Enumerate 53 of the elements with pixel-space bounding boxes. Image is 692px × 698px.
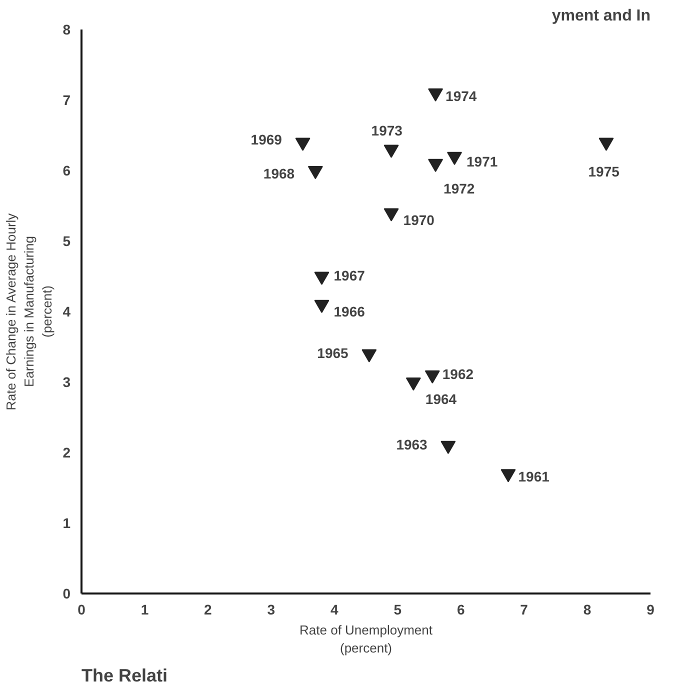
x-tick-label: 2 <box>204 602 212 618</box>
y-tick-label: 1 <box>62 515 71 531</box>
point <box>500 469 516 482</box>
y-tick-label: 7 <box>62 92 71 108</box>
chart-title: yment and In <box>552 8 651 24</box>
point <box>384 144 399 158</box>
annotation: 1969 <box>250 131 282 148</box>
point <box>428 158 444 172</box>
x-axis-title: Rate of Unemployment (percent) <box>300 622 433 656</box>
point <box>314 300 330 314</box>
point <box>447 152 462 165</box>
annotation: 1966 <box>334 303 366 320</box>
x-tick-label: 7 <box>520 602 528 618</box>
point <box>362 349 377 362</box>
point <box>598 138 614 151</box>
point <box>428 88 444 102</box>
x-tick-label: 3 <box>267 602 276 618</box>
point <box>295 138 310 151</box>
x-tick-label: 9 <box>646 602 655 618</box>
x-tick-label: 5 <box>394 602 402 618</box>
annotation: 1963 <box>396 436 428 452</box>
point <box>384 208 399 222</box>
y-tick-label: 4 <box>62 304 71 320</box>
y-tick-label: 5 <box>62 233 71 249</box>
annotation: 1962 <box>442 366 474 382</box>
annotation: 1970 <box>403 212 435 228</box>
x-tick-label: 0 <box>78 602 86 618</box>
annotation: 1975 <box>588 163 620 180</box>
x-tick-label: 6 <box>456 602 465 618</box>
y-tick-label: 2 <box>62 444 71 460</box>
annotation: 1972 <box>444 180 475 196</box>
point <box>406 377 421 391</box>
y-tick-label: 0 <box>62 586 71 602</box>
annotation: 1967 <box>334 267 366 284</box>
y-axis-title: Rate of Change in Average Hourly Earnings in Manufacturing (percent) <box>4 212 55 410</box>
annotation: 1965 <box>317 344 349 361</box>
y-tick-label: 6 <box>62 162 71 178</box>
point <box>440 440 456 454</box>
point <box>424 370 440 384</box>
x-tick-label: 8 <box>583 602 592 618</box>
x-tick-label: 1 <box>140 602 149 618</box>
annotation: 1973 <box>371 122 403 138</box>
annotation: 1974 <box>446 88 477 104</box>
annotation: 1968 <box>263 166 295 182</box>
annotation: 1961 <box>518 468 550 485</box>
text: The Relati <box>82 666 168 686</box>
y-tick-label: 8 <box>62 22 71 38</box>
point <box>308 166 323 180</box>
x-tick-label: 4 <box>330 602 338 618</box>
annotation: 1971 <box>466 153 498 170</box>
y-tick-label: 3 <box>62 374 71 390</box>
point <box>314 272 330 285</box>
annotation: 1964 <box>425 391 457 407</box>
